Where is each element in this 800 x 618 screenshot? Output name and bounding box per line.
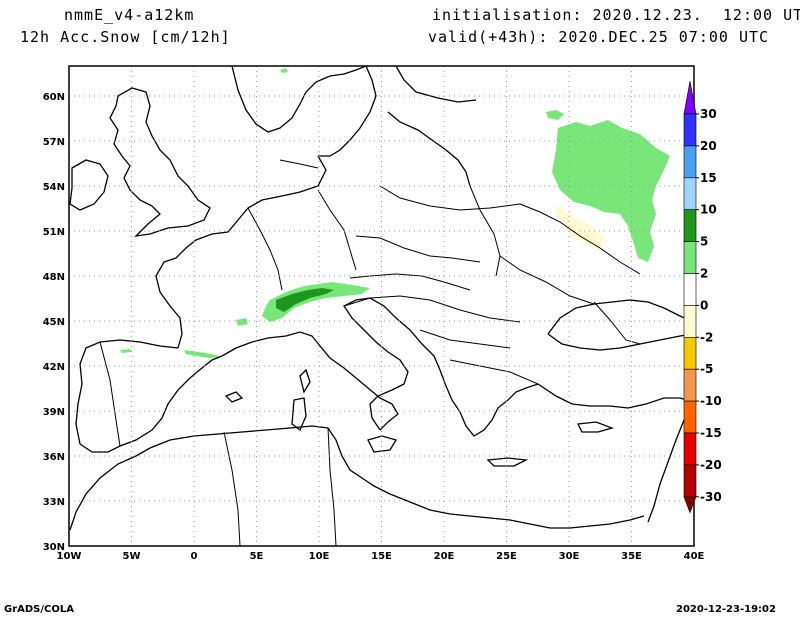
colorbar-label: 2	[700, 267, 708, 281]
lon-tick-label: 10W	[57, 551, 82, 562]
snow-fields	[120, 68, 670, 358]
country-borders	[99, 159, 641, 546]
lat-tick-label: 54N	[43, 182, 65, 193]
lon-tick-label: 5E	[250, 551, 264, 562]
colorbar-label: 15	[700, 171, 717, 185]
lon-tick-label: 30E	[559, 551, 580, 562]
colorbar-label: -15	[700, 426, 722, 440]
colorbar-label: -20	[700, 458, 722, 472]
lat-tick-label: 51N	[43, 227, 65, 238]
lat-tick-label: 39N	[43, 407, 65, 418]
colorbar-label: -5	[700, 362, 713, 376]
lon-tick-labels: 10W 5W 0 5E 10E 15E 20E 25E 30E 35E 40E	[57, 551, 705, 562]
lon-tick-label: 20E	[434, 551, 455, 562]
snow-area-baltic-patch	[546, 110, 564, 120]
snow-area-ukraine-south	[556, 204, 606, 250]
product-title: 12h Acc.Snow [cm/12h]	[20, 28, 231, 46]
valid-time: valid(+43h): 2020.DEC.25 07:00 UTC	[428, 28, 770, 46]
lon-tick-label: 0	[191, 551, 198, 562]
lon-tick-label: 25E	[496, 551, 517, 562]
lon-tick-label: 5W	[123, 551, 141, 562]
lat-tick-label: 30N	[43, 542, 65, 553]
colorbar-box	[683, 241, 697, 274]
lon-tick-label: 15E	[371, 551, 392, 562]
lat-tick-label: 36N	[43, 452, 65, 463]
init-time: initialisation: 2020.12.23. 12:00 UTC	[432, 6, 800, 24]
colorbar-box	[683, 368, 697, 402]
colorbar-box	[683, 336, 697, 370]
colorbar-box	[683, 305, 697, 338]
colorbar-box	[683, 400, 697, 434]
colorbar-label: 10	[700, 203, 717, 217]
colorbar-label: 0	[700, 298, 708, 312]
lat-tick-label: 45N	[43, 317, 65, 328]
snow-area-ukraine-russia	[552, 120, 670, 262]
colorbar-box	[683, 273, 697, 306]
lat-tick-label: 48N	[43, 272, 65, 283]
software-credit: GrADS/COLA	[4, 604, 74, 615]
colorbar-box	[683, 432, 697, 466]
snow-area-norway	[280, 68, 288, 73]
colorbar-label: 20	[700, 139, 717, 153]
snow-area-alps	[262, 282, 370, 322]
graticule	[69, 66, 694, 546]
colorbar-label: 5	[700, 235, 708, 249]
colorbar-box	[683, 464, 697, 498]
snow-area-massif	[236, 318, 248, 326]
lon-tick-label: 40E	[684, 551, 705, 562]
colorbar-box	[683, 113, 697, 147]
colorbar-label: -10	[700, 394, 722, 408]
lat-tick-labels: 60N 57N 54N 51N 48N 45N 42N 39N 36N 33N 30N	[43, 92, 65, 553]
colorbar-label: -30	[700, 490, 722, 504]
snow-area-cantabria	[120, 349, 132, 353]
plot-timestamp: 2020-12-23-19:02	[676, 604, 776, 615]
model-title: nmmE_v4-a12km	[64, 6, 195, 24]
colorbar-box	[683, 145, 697, 179]
lat-tick-label: 60N	[43, 92, 65, 103]
lat-tick-label: 33N	[43, 497, 65, 508]
colorbar-box	[683, 177, 697, 211]
colorbar-label: -2	[700, 330, 713, 344]
lat-tick-label: 42N	[43, 362, 65, 373]
lat-tick-label: 57N	[43, 137, 65, 148]
colorbar-box	[683, 209, 697, 242]
snow-area-pyrenees	[184, 350, 222, 358]
colorbar-bottom-arrow	[683, 496, 697, 514]
lon-tick-label: 10E	[309, 551, 330, 562]
colorbar-label: 30	[700, 107, 717, 121]
snow-area-alps-core	[276, 288, 334, 312]
lon-tick-label: 35E	[621, 551, 642, 562]
